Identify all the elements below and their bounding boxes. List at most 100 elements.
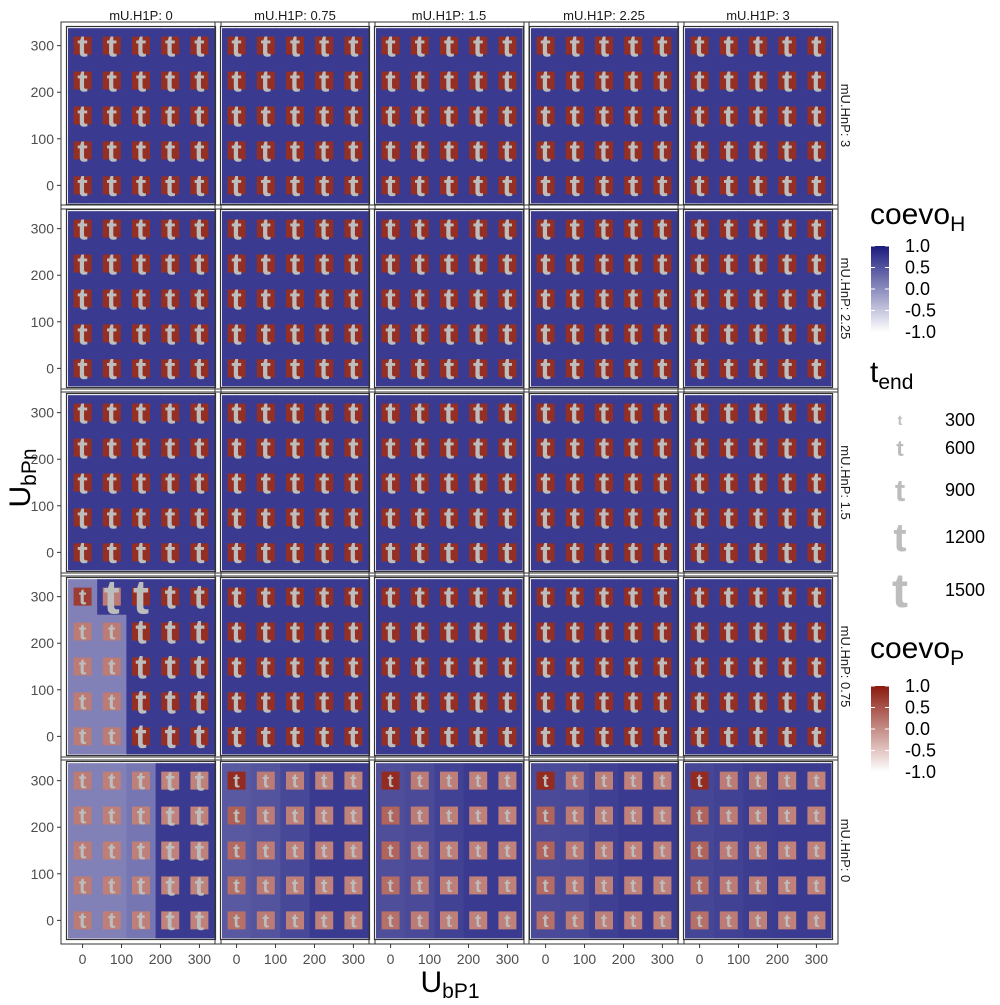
point-coevo-p	[624, 438, 643, 457]
point-coevo-p	[807, 176, 826, 195]
glyph-t-end: t	[166, 904, 176, 936]
glyph-t-end: t	[417, 770, 423, 791]
glyph-t-end: t	[194, 683, 205, 721]
glyph-t-end: t	[811, 535, 821, 570]
glyph-t-end: t	[753, 281, 763, 316]
point-coevo-p	[315, 254, 334, 273]
glyph-t-end: t	[385, 133, 395, 168]
point-coevo-p	[344, 508, 363, 527]
glyph-t-end: t	[811, 430, 821, 465]
point-coevo-p	[719, 176, 738, 195]
glyph-t-end: t	[724, 63, 734, 98]
point-coevo-p	[565, 876, 584, 895]
glyph-t-end: t	[136, 316, 146, 351]
point-coevo-p	[286, 508, 304, 527]
glyph-t-end: t	[444, 281, 454, 316]
glyph-t-end: t	[261, 63, 271, 98]
x-tick-label: 0	[79, 951, 87, 967]
point-coevo-p	[498, 254, 517, 273]
glyph-t-end: t	[540, 430, 550, 465]
glyph-t-end: t	[694, 614, 704, 649]
point-coevo-p	[595, 622, 613, 641]
glyph-t-end: t	[570, 465, 580, 500]
point-coevo-p	[410, 359, 429, 378]
point-coevo-p	[286, 403, 304, 422]
glyph-t-end: t	[165, 430, 175, 465]
point-coevo-p	[624, 403, 643, 422]
point-coevo-p	[190, 473, 209, 492]
glyph-t-end: t	[572, 840, 578, 861]
point-coevo-p	[440, 403, 458, 422]
point-coevo-p	[565, 806, 584, 825]
point-coevo-p	[690, 403, 709, 422]
glyph-t-end: t	[473, 395, 483, 430]
point-coevo-p	[381, 438, 400, 457]
point-coevo-p	[565, 176, 584, 195]
point-coevo-p	[565, 219, 584, 238]
point-coevo-p	[749, 403, 767, 422]
glyph-t-end: t	[194, 63, 204, 98]
glyph-t-end: t	[599, 98, 609, 133]
y-tick-label: 100	[31, 131, 55, 147]
facet-panel: t t t t tt t t t tt t t t tt t t t tt t t t t	[677, 21, 839, 210]
glyph-t-end: t	[628, 211, 638, 246]
facet-panels: mU.H1P: 0 mU.H1P: 0.75 mU.H1P: 1.5 mU.H1P: …	[31, 8, 853, 967]
glyph-t-end: t	[348, 98, 358, 133]
point-coevo-p	[344, 71, 363, 90]
point-coevo-p	[410, 36, 429, 55]
point-coevo-p	[653, 473, 672, 492]
point-coevo-p	[286, 771, 304, 790]
point-coevo-p	[286, 911, 304, 930]
point-coevo-p	[227, 473, 246, 492]
glyph-t-end: t	[694, 535, 704, 570]
point-coevo-p	[256, 403, 275, 422]
legend-h-label: 0.5	[905, 258, 930, 278]
legend-t-label: 300	[945, 410, 975, 430]
point-coevo-p	[344, 141, 363, 160]
legend-h-title-main: coevo	[870, 198, 950, 231]
glyph-t-end: t	[261, 684, 271, 719]
point-coevo-p	[440, 911, 458, 930]
glyph-t-end: t	[107, 28, 117, 63]
glyph-t-end: t	[261, 614, 271, 649]
point-coevo-p	[565, 622, 584, 641]
glyph-t-end: t	[540, 465, 550, 500]
point-coevo-p	[536, 622, 555, 641]
point-coevo-p	[536, 508, 555, 527]
glyph-t-end: t	[726, 875, 732, 896]
point-coevo-p	[469, 176, 488, 195]
point-coevo-p	[807, 403, 826, 422]
glyph-t-end: t	[473, 281, 483, 316]
point-coevo-p	[498, 176, 517, 195]
point-coevo-p	[161, 438, 180, 457]
point-coevo-p	[498, 771, 517, 790]
y-tick-label: 100	[31, 314, 55, 330]
glyph-t-end: t	[473, 614, 483, 649]
point-coevo-p	[161, 692, 180, 711]
glyph-t-end: t	[385, 614, 395, 649]
point-coevo-p	[778, 473, 797, 492]
glyph-t-end: t	[473, 465, 483, 500]
point-coevo-p	[132, 508, 150, 527]
point-coevo-p	[653, 876, 672, 895]
glyph-t-end: t	[136, 395, 146, 430]
legend-t-glyph: t	[896, 436, 904, 461]
point-coevo-p	[624, 876, 643, 895]
point-coevo-p	[344, 36, 363, 55]
glyph-t-end: t	[108, 654, 116, 679]
point-coevo-p	[719, 622, 738, 641]
point-coevo-p	[132, 36, 150, 55]
point-coevo-p	[536, 587, 555, 606]
point-coevo-p	[73, 727, 92, 746]
x-tick-label: 200	[766, 951, 790, 967]
glyph-t-end: t	[137, 802, 146, 830]
point-coevo-p	[286, 692, 304, 711]
point-coevo-p	[344, 438, 363, 457]
glyph-t-end: t	[385, 430, 395, 465]
glyph-t-end: t	[194, 613, 205, 651]
point-coevo-p	[315, 403, 334, 422]
point-coevo-p	[624, 911, 643, 930]
glyph-t-end: t	[107, 351, 117, 386]
